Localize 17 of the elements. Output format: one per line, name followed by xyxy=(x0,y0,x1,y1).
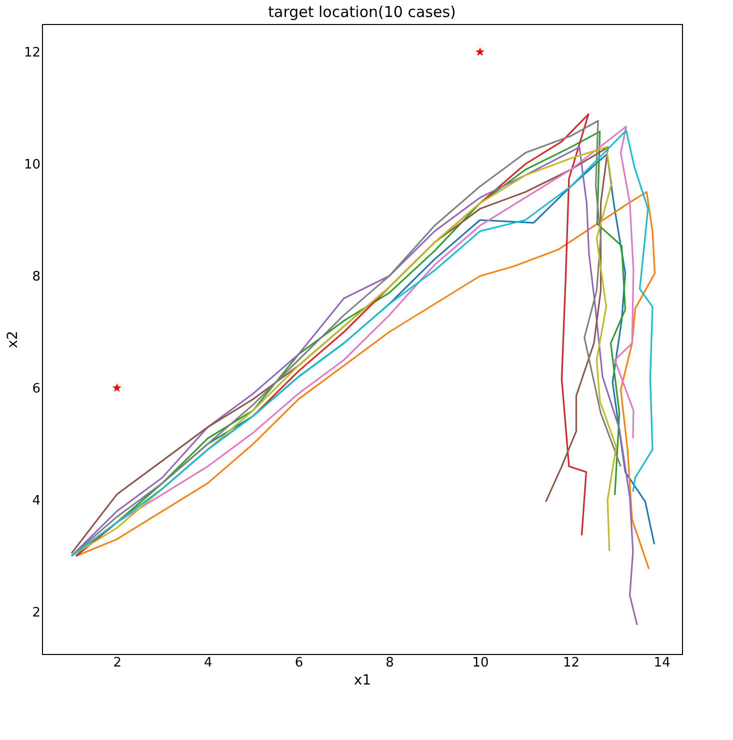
y-axis-title: x2 xyxy=(4,330,21,348)
x-tick-label: 10 xyxy=(472,656,489,670)
y-tick-label: 8 xyxy=(32,270,40,284)
y-tick-label: 4 xyxy=(32,494,40,508)
x-tick-label: 4 xyxy=(204,656,212,670)
x-tick-label: 14 xyxy=(654,656,670,670)
x-tick-label: 6 xyxy=(294,656,304,670)
line-series xyxy=(70,146,638,626)
x-tick-label: 8 xyxy=(386,656,394,670)
x-axis-title: x1 xyxy=(354,672,372,688)
x-tick-label: 2 xyxy=(113,656,122,670)
y-tick-label: 6 xyxy=(32,382,40,396)
x-tick-label: 12 xyxy=(563,656,580,670)
y-tick-label: 10 xyxy=(24,158,40,172)
y-tick-label: 2 xyxy=(32,606,40,620)
chart-title: target location(10 cases) xyxy=(268,3,456,21)
y-tick-label: 12 xyxy=(24,46,40,60)
